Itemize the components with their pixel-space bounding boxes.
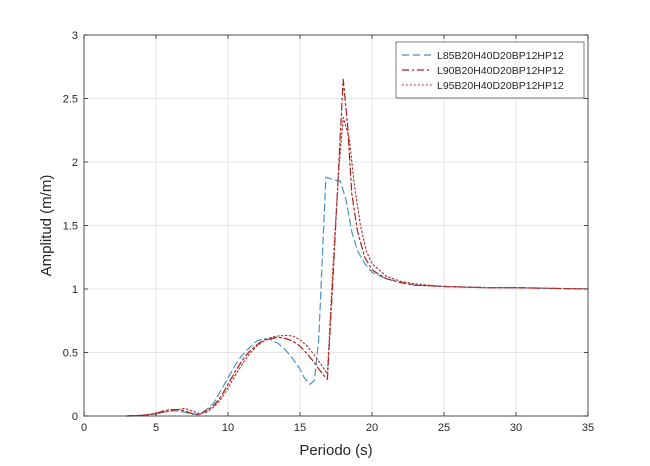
legend-label-1: L85B20H40D20BP12HP12 <box>437 50 564 62</box>
y-tick-label: 1.5 <box>63 221 78 233</box>
x-tick-label: 35 <box>582 422 594 434</box>
y-tick-label: 0.5 <box>63 348 78 360</box>
x-axis-label: Periodo (s) <box>299 442 372 459</box>
y-tick-label: 2 <box>72 157 78 169</box>
x-tick-label: 20 <box>366 422 378 434</box>
series-line-3 <box>126 116 589 417</box>
y-tick-label: 0 <box>72 411 78 423</box>
x-tick-label: 10 <box>222 422 234 434</box>
y-axis-label: Amplitud (m/m) <box>38 175 55 277</box>
x-tick-label: 30 <box>510 422 522 434</box>
x-tick-label: 25 <box>438 422 450 434</box>
legend-label-2: L90B20H40D20BP12HP12 <box>437 65 564 77</box>
legend-label-3: L95B20H40D20BP12HP12 <box>437 80 564 92</box>
series-line-2 <box>126 78 589 417</box>
legend: L85B20H40D20BP12HP12 L90B20H40D20BP12HP12… <box>395 41 585 99</box>
x-tick-label: 15 <box>294 422 306 434</box>
y-tick-label: 1 <box>72 284 78 296</box>
grid-lines <box>84 35 588 416</box>
x-axis-ticks: 0 5 10 15 20 25 30 35 <box>81 35 594 434</box>
legend-items: L85B20H40D20BP12HP12 L90B20H40D20BP12HP12… <box>402 50 564 92</box>
series-group <box>126 78 589 417</box>
x-tick-label: 0 <box>81 422 87 434</box>
y-axis-ticks: 0 0.5 1 1.5 2 2.5 3 <box>63 30 588 423</box>
series-line-1 <box>126 176 589 417</box>
y-tick-label: 2.5 <box>63 94 78 106</box>
y-tick-label: 3 <box>72 30 78 42</box>
x-tick-label: 5 <box>153 422 159 434</box>
